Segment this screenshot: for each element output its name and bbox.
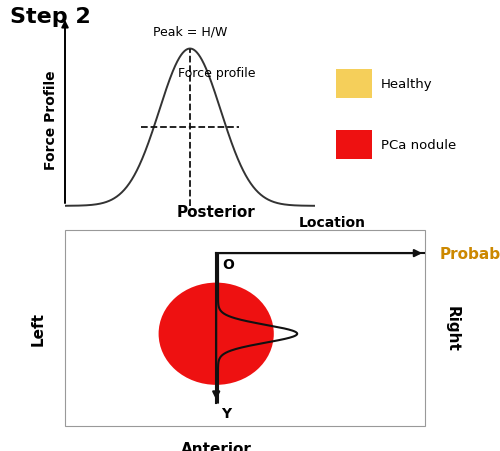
Text: Force Profile: Force Profile bbox=[44, 70, 58, 170]
Text: Healthy: Healthy bbox=[381, 78, 433, 91]
Bar bbox=[336, 69, 372, 99]
Text: Right: Right bbox=[444, 305, 460, 351]
Text: O: O bbox=[222, 258, 234, 272]
Text: Location: Location bbox=[299, 216, 366, 230]
Text: Peak = H/W: Peak = H/W bbox=[153, 25, 227, 38]
Ellipse shape bbox=[158, 283, 274, 385]
Text: Posterior: Posterior bbox=[177, 204, 256, 219]
Text: Probability: Probability bbox=[440, 246, 500, 261]
Text: PCa nodule: PCa nodule bbox=[381, 139, 456, 152]
Text: Y: Y bbox=[222, 407, 232, 420]
Bar bbox=[336, 130, 372, 160]
Text: Force profile: Force profile bbox=[178, 66, 255, 79]
Text: Anterior: Anterior bbox=[181, 441, 252, 451]
Text: Left: Left bbox=[30, 311, 46, 345]
Text: Step 2: Step 2 bbox=[10, 7, 91, 27]
